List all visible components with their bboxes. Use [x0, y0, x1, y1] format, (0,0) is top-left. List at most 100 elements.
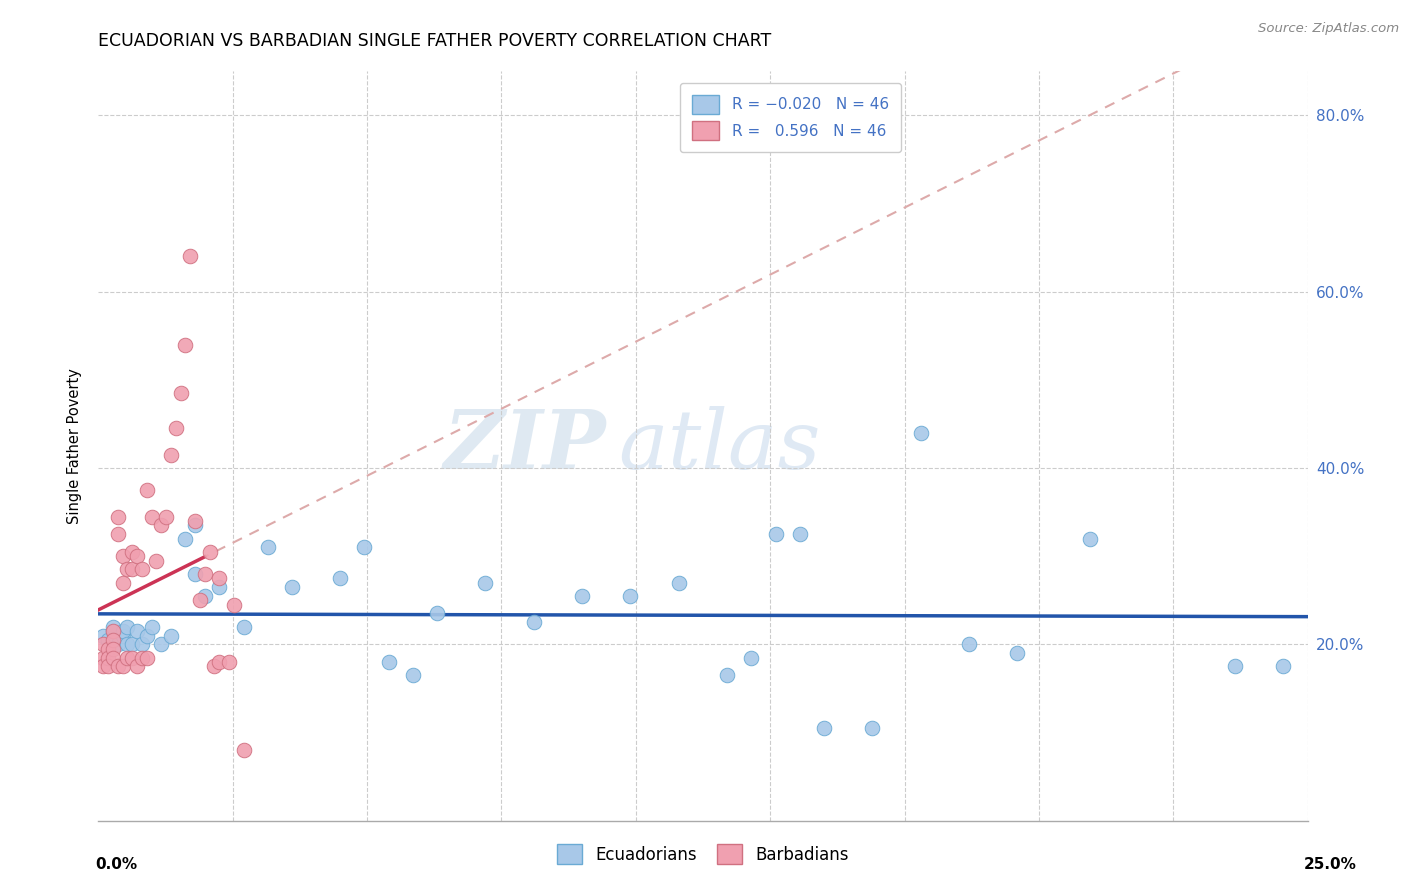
Point	[135, 650, 157, 665]
Point	[91, 650, 114, 665]
Point	[1007, 646, 1029, 660]
Point	[329, 571, 352, 585]
Point	[165, 421, 187, 435]
Point	[117, 650, 139, 665]
Point	[150, 518, 173, 533]
Point	[91, 628, 114, 642]
Point	[179, 250, 201, 264]
Point	[160, 448, 183, 462]
Point	[1223, 659, 1246, 673]
Text: 0.0%: 0.0%	[96, 857, 138, 872]
Point	[353, 541, 375, 555]
Point	[174, 337, 197, 351]
Point	[121, 562, 143, 576]
Point	[107, 509, 129, 524]
Legend: R = −0.020   N = 46, R =   0.596   N = 46: R = −0.020 N = 46, R = 0.596 N = 46	[679, 83, 901, 153]
Point	[198, 545, 221, 559]
Point	[813, 721, 835, 735]
Point	[111, 549, 134, 564]
Point	[101, 624, 124, 639]
Point	[208, 655, 231, 669]
Point	[107, 637, 129, 651]
Point	[111, 575, 134, 590]
Point	[174, 532, 197, 546]
Legend: Ecuadorians, Barbadians: Ecuadorians, Barbadians	[550, 838, 856, 871]
Point	[111, 659, 134, 673]
Point	[218, 655, 240, 669]
Point	[402, 668, 425, 682]
Point	[188, 593, 211, 607]
Point	[232, 620, 254, 634]
Point	[127, 659, 149, 673]
Point	[281, 580, 304, 594]
Point	[160, 628, 183, 642]
Point	[426, 607, 449, 621]
Text: ZIP: ZIP	[444, 406, 606, 486]
Point	[232, 743, 254, 757]
Point	[117, 562, 139, 576]
Point	[111, 628, 134, 642]
Point	[474, 575, 496, 590]
Point	[91, 637, 114, 651]
Point	[101, 632, 124, 647]
Point	[377, 655, 399, 669]
Point	[117, 620, 139, 634]
Point	[97, 632, 120, 647]
Point	[208, 580, 231, 594]
Point	[155, 509, 177, 524]
Point	[194, 589, 217, 603]
Point	[256, 541, 278, 555]
Point	[127, 549, 149, 564]
Point	[121, 637, 143, 651]
Point	[111, 624, 134, 639]
Point	[523, 615, 546, 630]
Point	[145, 553, 167, 567]
Text: Source: ZipAtlas.com: Source: ZipAtlas.com	[1258, 22, 1399, 36]
Point	[789, 527, 811, 541]
Point	[668, 575, 690, 590]
Point	[121, 545, 143, 559]
Point	[740, 650, 762, 665]
Point	[135, 483, 157, 497]
Text: ECUADORIAN VS BARBADIAN SINGLE FATHER POVERTY CORRELATION CHART: ECUADORIAN VS BARBADIAN SINGLE FATHER PO…	[98, 32, 772, 50]
Point	[101, 650, 124, 665]
Point	[101, 641, 124, 656]
Point	[184, 566, 207, 581]
Point	[91, 659, 114, 673]
Point	[169, 386, 191, 401]
Point	[141, 509, 163, 524]
Point	[957, 637, 980, 651]
Point	[121, 650, 143, 665]
Point	[131, 650, 153, 665]
Point	[194, 566, 217, 581]
Point	[619, 589, 641, 603]
Point	[107, 527, 129, 541]
Point	[765, 527, 787, 541]
Point	[1078, 532, 1101, 546]
Point	[222, 598, 245, 612]
Point	[184, 514, 207, 528]
Point	[716, 668, 738, 682]
Point	[101, 620, 124, 634]
Point	[127, 624, 149, 639]
Point	[117, 637, 139, 651]
Point	[131, 637, 153, 651]
Point	[860, 721, 883, 735]
Point	[910, 425, 932, 440]
Text: atlas: atlas	[619, 406, 821, 486]
Point	[135, 628, 157, 642]
Point	[97, 659, 120, 673]
Y-axis label: Single Father Poverty: Single Father Poverty	[67, 368, 83, 524]
Text: 25.0%: 25.0%	[1303, 857, 1357, 872]
Point	[150, 637, 173, 651]
Point	[208, 571, 231, 585]
Point	[204, 659, 226, 673]
Point	[107, 659, 129, 673]
Point	[131, 562, 153, 576]
Point	[184, 518, 207, 533]
Point	[571, 589, 593, 603]
Point	[141, 620, 163, 634]
Point	[1272, 659, 1295, 673]
Point	[97, 641, 120, 656]
Point	[101, 624, 124, 639]
